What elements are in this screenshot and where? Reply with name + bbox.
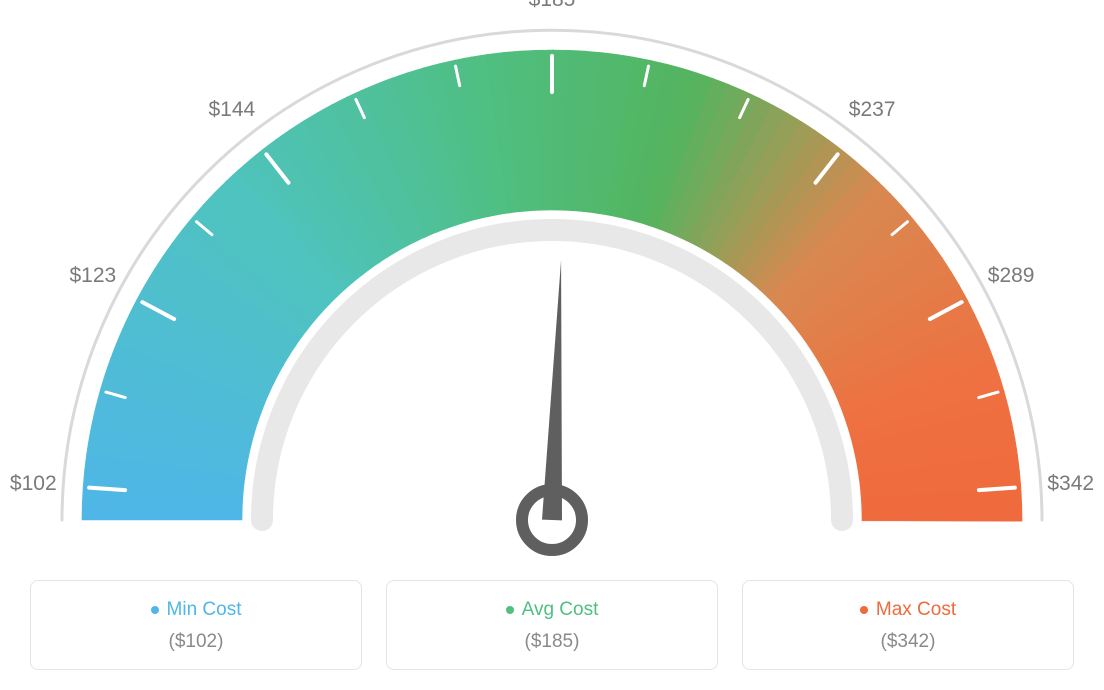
gauge-svg xyxy=(0,0,1104,560)
legend-value-avg: ($185) xyxy=(397,631,707,653)
legend-label-avg: Avg Cost xyxy=(522,599,599,621)
gauge-tick-label: $123 xyxy=(70,264,117,288)
legend-card-max: Max Cost ($342) xyxy=(742,580,1074,670)
legend-title-avg: Avg Cost xyxy=(506,599,599,621)
gauge-tick-label: $289 xyxy=(988,264,1035,288)
legend-dot-max xyxy=(860,606,868,614)
gauge-tick-label: $237 xyxy=(849,98,896,122)
cost-gauge-container: $102 $123 $144 $185 $237 $289 $342 Min Cost ($… xyxy=(0,0,1104,690)
legend-value-min: ($102) xyxy=(41,631,351,653)
gauge-tick-label: $144 xyxy=(208,98,255,122)
gauge-tick-label: $185 xyxy=(529,0,576,12)
legend-dot-avg xyxy=(506,606,514,614)
legend-row: Min Cost ($102) Avg Cost ($185) Max Cost… xyxy=(0,580,1104,670)
gauge-tick-label: $342 xyxy=(1047,472,1094,496)
legend-title-max: Max Cost xyxy=(860,599,956,621)
legend-card-min: Min Cost ($102) xyxy=(30,580,362,670)
legend-label-min: Min Cost xyxy=(167,599,242,621)
legend-value-max: ($342) xyxy=(753,631,1063,653)
gauge-tick-label: $102 xyxy=(10,472,57,496)
legend-label-max: Max Cost xyxy=(876,599,956,621)
legend-dot-min xyxy=(151,606,159,614)
legend-card-avg: Avg Cost ($185) xyxy=(386,580,718,670)
gauge-area: $102 $123 $144 $185 $237 $289 $342 xyxy=(0,0,1104,560)
legend-title-min: Min Cost xyxy=(151,599,242,621)
